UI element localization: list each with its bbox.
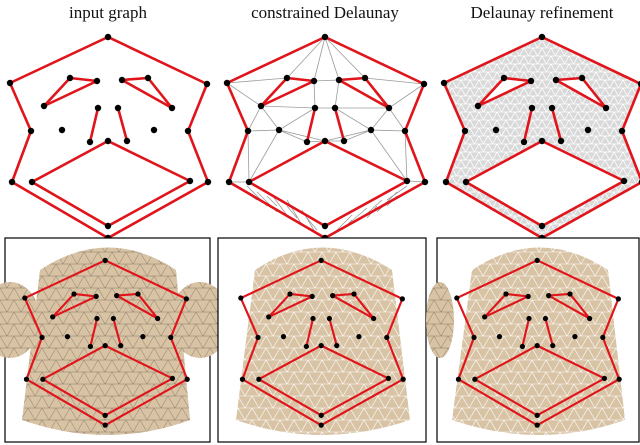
title: constrained Delaunay (251, 3, 399, 22)
title: input graph (69, 3, 147, 22)
title: Delaunay refinement (470, 3, 613, 22)
delaunay-refinement (434, 30, 640, 245)
render-2 (218, 238, 426, 442)
figure: input graph constrained Delaunay Delauna… (0, 0, 640, 445)
render-1 (0, 238, 230, 442)
input-graph (7, 34, 211, 241)
constrained-delaunay (224, 34, 428, 241)
render-3 (426, 238, 639, 442)
